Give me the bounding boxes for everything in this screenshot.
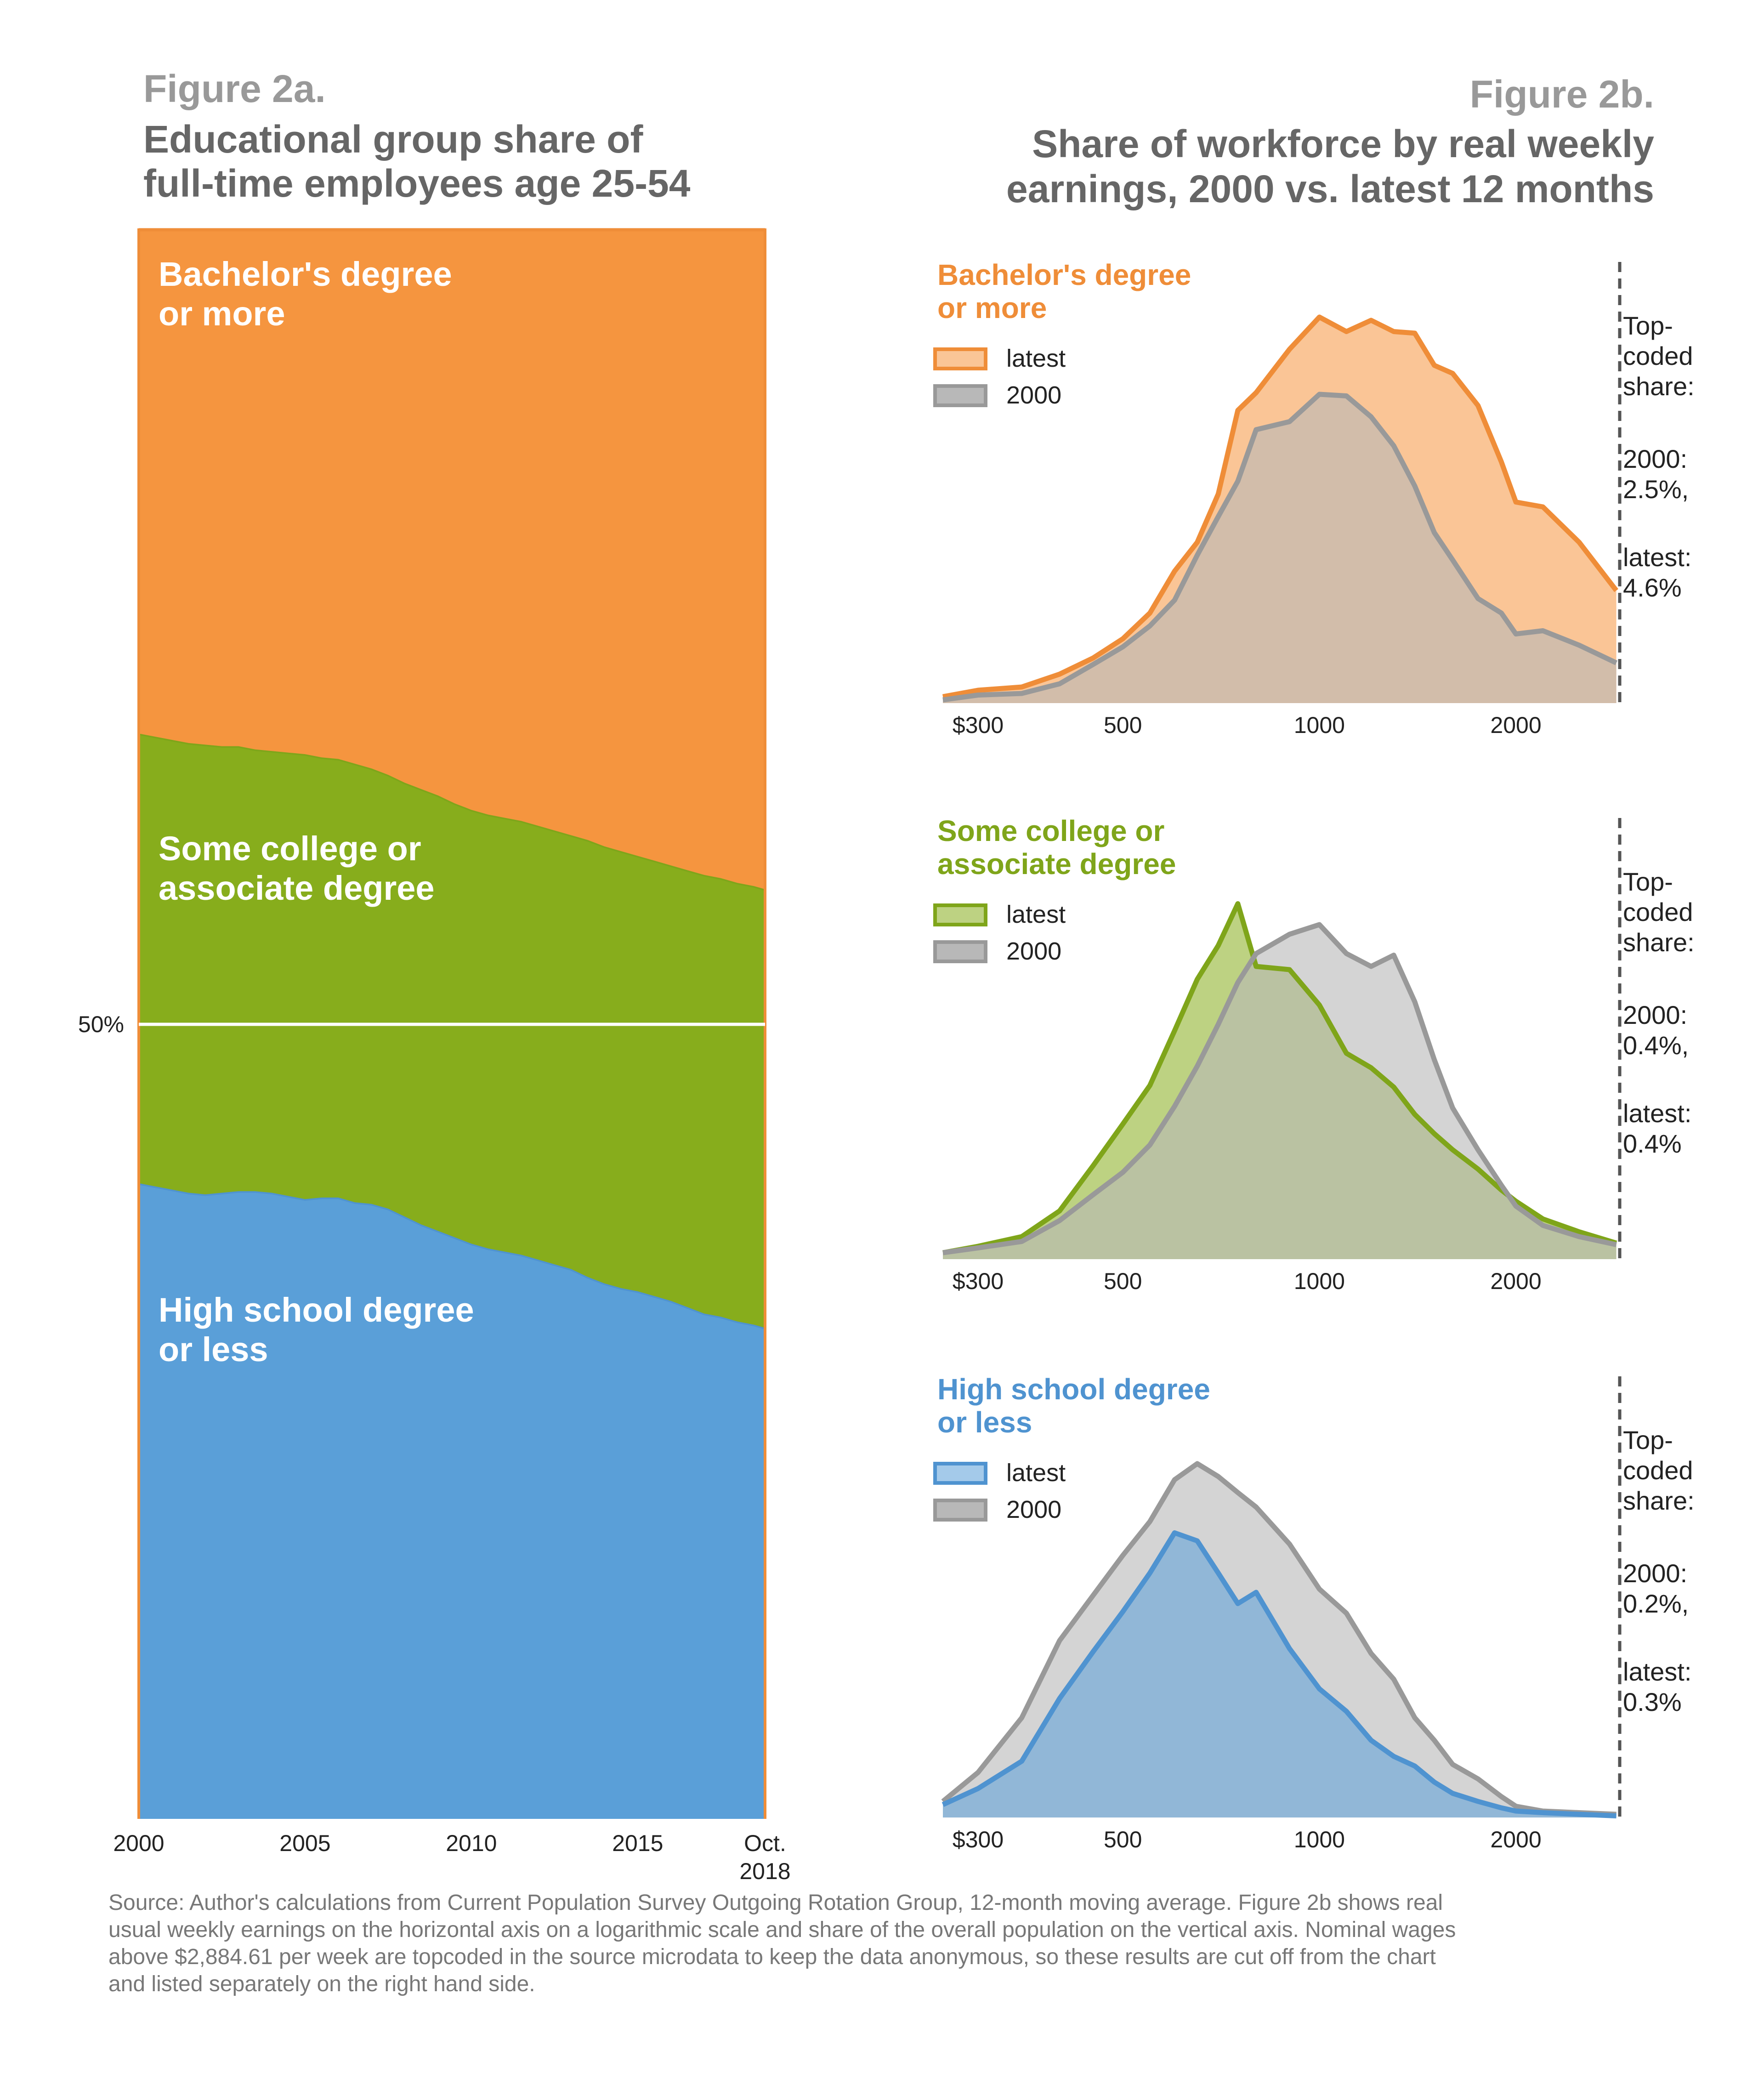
bachelor-panel-title-line2: or more	[937, 291, 1047, 324]
high-school-topcoded-note-line3: share:	[1623, 1486, 1695, 1515]
bachelor-earnings-tick-label: 1000	[1294, 712, 1345, 738]
year-tick-label: Oct.	[744, 1830, 786, 1856]
figure-2a-label: Figure 2a.	[143, 67, 326, 110]
some-college-topcoded-note-line2: coded	[1623, 897, 1693, 926]
some-college-earnings-tick-label: 2000	[1490, 1268, 1541, 1294]
high-school-latest-line	[942, 1530, 1617, 1818]
source-note: Source: Author's calculations from Curre…	[108, 1891, 1456, 1996]
some-college-latest-line	[942, 901, 1617, 1255]
figure-2a-title-line1: Educational group share of	[143, 118, 643, 161]
bachelor-topcoded-note-line4: 2000:	[1623, 444, 1687, 473]
some-college-legend-2000-swatch	[933, 940, 987, 963]
some-college-topcoded-note-line7: 0.4%	[1623, 1129, 1682, 1158]
some-college-2000-area	[943, 925, 1617, 1259]
high-school-topcoded-note-line2: coded	[1623, 1456, 1693, 1485]
figure-2b-label: Figure 2b.	[1470, 73, 1654, 116]
source-note-line3: above $2,884.61 per week are topcoded in…	[108, 1945, 1436, 1969]
some-college-topcoded-note-line4: 2000:	[1623, 1000, 1687, 1029]
high-school-topcoded-note-line4: 2000:	[1623, 1559, 1687, 1588]
some-college-legend-latest-swatch	[933, 903, 987, 926]
bachelor-band-area	[139, 230, 765, 890]
high-school-earnings-tick-label: 2000	[1490, 1827, 1541, 1852]
bachelor-legend-latest-swatch	[933, 347, 987, 370]
year-tick-label: 2010	[446, 1830, 497, 1856]
some-college-legend-latest-label: latest	[1006, 901, 1066, 928]
high-school-legend-2000-swatch	[933, 1499, 987, 1522]
high-school-2000-line	[941, 1461, 1617, 1817]
high-school-topcoded-note-line7: 0.3%	[1623, 1687, 1682, 1716]
some-college-topcoded-note-line3: share:	[1623, 928, 1695, 957]
bachelor-legend-latest-label: latest	[1006, 345, 1066, 372]
figure-2a-title-line2: full-time employees age 25-54	[143, 162, 691, 205]
some-college-earnings-tick-label: 500	[1104, 1268, 1142, 1294]
high-school-panel-title-line2: or less	[937, 1406, 1032, 1439]
bachelor-topcoded-note-line3: share:	[1623, 372, 1695, 401]
some-college-panel-title-line1: Some college or	[937, 814, 1164, 847]
year-tick-label-second-line: 2018	[739, 1858, 790, 1884]
year-tick-label: 2005	[279, 1830, 330, 1856]
year-tick-label: 2015	[612, 1830, 663, 1856]
bachelor-latest-line	[942, 314, 1618, 699]
bachelor-earnings-tick-label: 500	[1104, 712, 1142, 738]
high-school-earnings-tick-label: $300	[953, 1827, 1004, 1852]
high-school-band-area	[139, 1183, 765, 1819]
bachelor-panel-title-line1: Bachelor's degree	[937, 258, 1191, 291]
bachelor-earnings-tick-label: 2000	[1490, 712, 1541, 738]
source-note-line4: and listed separately on the right hand …	[108, 1972, 535, 1996]
figure-2b-title-line1: Share of workforce by real weekly	[1032, 122, 1654, 165]
high-school-band-label-line1: High school degree	[159, 1291, 474, 1329]
some-college-earnings-tick-label: 1000	[1294, 1268, 1345, 1294]
high-school-topcoded-note-line1: Top-	[1623, 1426, 1673, 1454]
high-school-band-label-line2: or less	[159, 1330, 268, 1369]
bachelor-topcoded-note-line5: 2.5%,	[1623, 475, 1689, 504]
fifty-percent-label: 50%	[78, 1011, 124, 1037]
high-school-topcoded-note-line5: 0.2%,	[1623, 1589, 1689, 1618]
bachelor-topcoded-note-line6: latest:	[1623, 543, 1691, 572]
some-college-topcoded-note-line1: Top-	[1623, 867, 1673, 896]
some-college-band-area	[139, 733, 765, 1328]
bachelor-legend-2000-swatch	[933, 384, 987, 407]
bachelor-earnings-tick-label: $300	[953, 712, 1004, 738]
some-college-topcoded-note-line6: latest:	[1623, 1099, 1691, 1128]
bachelor-2000-line	[942, 392, 1617, 703]
bachelor-2000-area	[943, 394, 1617, 703]
bachelor-topcoded-note-line7: 4.6%	[1623, 573, 1682, 602]
bachelor-legend-2000-label: 2000	[1006, 381, 1061, 409]
figure-2b-title-line2: earnings, 2000 vs. latest 12 months	[1006, 167, 1654, 210]
some-college-2000-line	[942, 922, 1617, 1255]
bachelor-topcoded-note-line1: Top-	[1623, 311, 1673, 340]
some-college-panel-title-line2: associate degree	[937, 847, 1176, 880]
source-note-line1: Source: Author's calculations from Curre…	[108, 1891, 1443, 1915]
bachelor-topcoded-note-line2: coded	[1623, 341, 1693, 370]
bachelor-band-label-line2: or more	[159, 295, 285, 333]
high-school-legend-latest-swatch	[933, 1462, 987, 1485]
high-school-earnings-tick-label: 500	[1104, 1827, 1142, 1852]
high-school-panel-title-line1: High school degree	[937, 1373, 1210, 1406]
year-tick-label: 2000	[113, 1830, 164, 1856]
some-college-legend-2000-label: 2000	[1006, 937, 1061, 965]
bachelor-band-label-line1: Bachelor's degree	[159, 255, 452, 293]
high-school-legend-latest-label: latest	[1006, 1459, 1066, 1487]
high-school-latest-area	[943, 1533, 1617, 1817]
some-college-band-label-line1: Some college or	[159, 829, 421, 868]
some-college-band-label-line2: associate degree	[159, 869, 435, 907]
some-college-topcoded-note-line5: 0.4%,	[1623, 1031, 1689, 1060]
high-school-earnings-tick-label: 1000	[1294, 1827, 1345, 1852]
source-note-line2: usual weekly earnings on the horizontal …	[108, 1918, 1456, 1942]
high-school-legend-2000-label: 2000	[1006, 1496, 1061, 1523]
high-school-topcoded-note-line6: latest:	[1623, 1657, 1691, 1686]
some-college-earnings-tick-label: $300	[953, 1268, 1004, 1294]
